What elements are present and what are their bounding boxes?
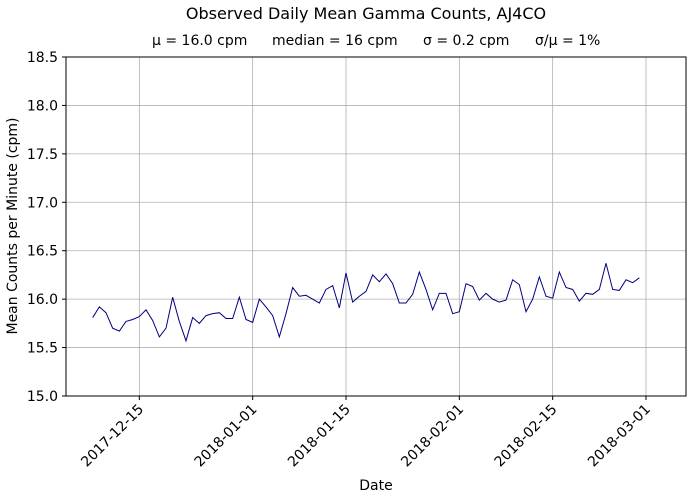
grid (66, 56, 686, 397)
y-axis-title: Mean Counts per Minute (cpm) (5, 117, 21, 334)
plot-frame (65, 56, 687, 397)
x-tick-label: 2018-03-01 (585, 402, 654, 471)
x-tick-label: 2018-02-01 (398, 402, 467, 471)
stat-mean: μ = 16.0 cpm (152, 33, 247, 49)
x-tick-label: 2018-01-01 (192, 402, 261, 471)
series-layer (92, 263, 640, 343)
x-tick-label: 2017-12-15 (78, 402, 147, 471)
chart-title: Observed Daily Mean Gamma Counts, AJ4CO (186, 4, 546, 23)
y-tick-label: 17.5 (27, 147, 58, 163)
stat-sigma: σ = 0.2 cpm (423, 33, 509, 49)
y-tick-label: 18.0 (27, 98, 58, 114)
stat-median: median = 16 cpm (272, 33, 398, 49)
y-tick-label: 16.5 (27, 244, 58, 260)
y-tick-label: 15.0 (27, 389, 58, 405)
y-tick-label: 17.0 (27, 195, 58, 211)
stat-cv: σ/μ = 1% (535, 33, 600, 49)
x-tick-label: 2018-02-15 (492, 402, 561, 471)
y-tick-label: 16.0 (27, 292, 58, 308)
x-tick-label: 2018-01-15 (285, 402, 354, 471)
x-axis-title: Date (359, 478, 392, 494)
x-axis-ticks: 2017-12-15 2018-01-01 2018-01-15 2018-02-01… (78, 396, 654, 470)
y-axis-ticks: 15.0 15.5 16.0 16.5 17.0 17.5 18.0 18.5 (27, 50, 66, 405)
y-tick-label: 18.5 (27, 50, 58, 66)
series-line (92, 263, 640, 343)
y-tick-label: 15.5 (27, 341, 58, 357)
